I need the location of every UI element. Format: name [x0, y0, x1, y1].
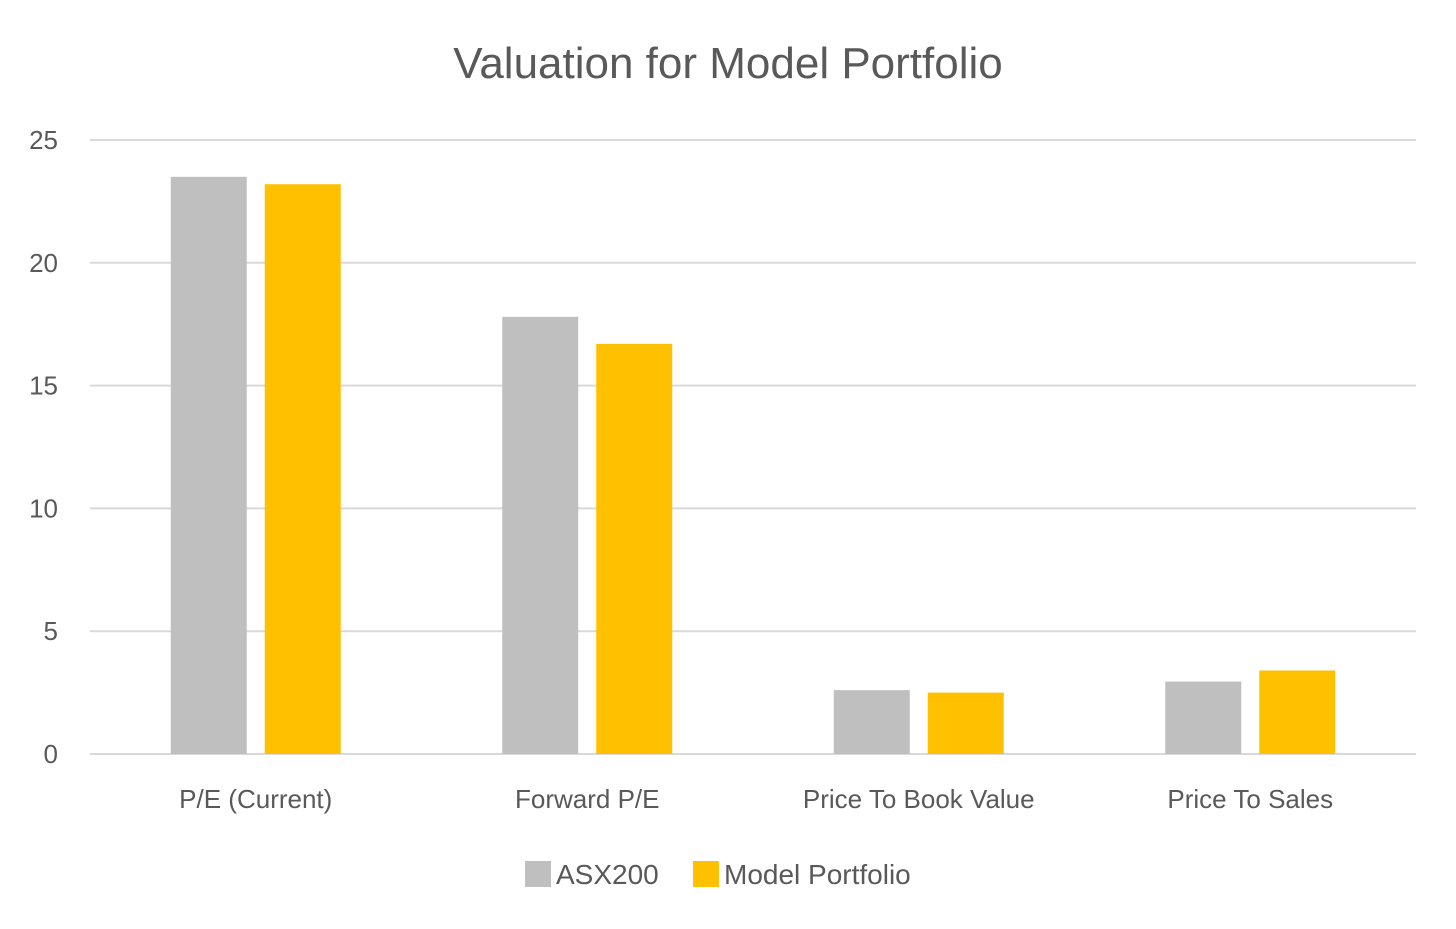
bar-asx200-1 [502, 316, 579, 754]
bar-asx200-3 [1165, 681, 1242, 754]
y-tick-label: 10 [29, 493, 58, 523]
chart-title: Valuation for Model Portfolio [453, 39, 1002, 88]
bar-asx200-2 [833, 690, 910, 754]
bar-model-portfolio-3 [1259, 670, 1336, 754]
x-tick-label: Price To Book Value [803, 784, 1035, 814]
y-tick-label: 15 [29, 371, 58, 401]
legend-swatch [525, 861, 551, 887]
y-tick-label: 5 [44, 616, 58, 646]
y-axis-ticks: 0 5 10 15 20 25 [29, 125, 58, 769]
x-axis-ticks: P/E (Current) Forward P/E Price To Book Va… [179, 784, 1333, 814]
y-tick-label: 0 [44, 739, 58, 769]
bar-model-portfolio-2 [927, 692, 1004, 754]
y-tick-label: 25 [29, 125, 58, 155]
x-tick-label: Forward P/E [515, 784, 660, 814]
legend-swatch [693, 861, 719, 887]
legend-label: Model Portfolio [724, 859, 911, 890]
bar-model-portfolio-0 [264, 184, 341, 754]
bar-asx200-0 [170, 176, 247, 755]
y-tick-label: 20 [29, 248, 58, 278]
x-tick-label: Price To Sales [1167, 784, 1333, 814]
legend-label: ASX200 [556, 859, 659, 890]
bars [170, 176, 1336, 755]
legend: ASX200 Model Portfolio [525, 859, 911, 890]
bar-model-portfolio-1 [596, 343, 673, 754]
x-tick-label: P/E (Current) [179, 784, 332, 814]
